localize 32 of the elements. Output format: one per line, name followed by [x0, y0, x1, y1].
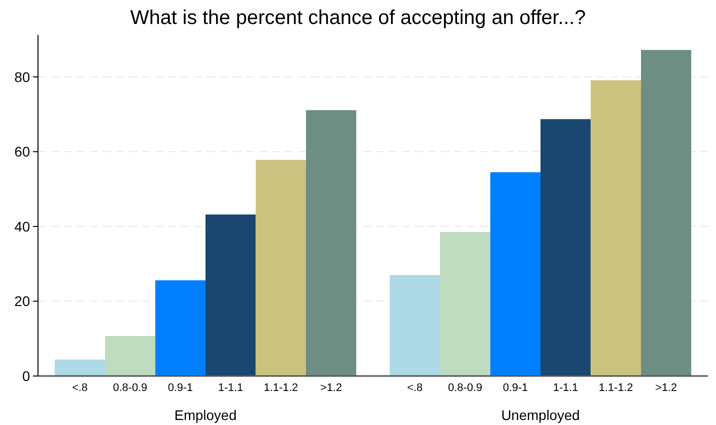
- bar: [641, 50, 692, 376]
- series-label: 0.9-1: [168, 382, 193, 394]
- text: 0.9-1: [502, 382, 528, 394]
- text: 0.8-0.9: [448, 382, 482, 394]
- series-label: 1-1.1: [218, 382, 244, 394]
- bar: [590, 80, 641, 376]
- bar: [155, 280, 206, 376]
- bar: [256, 160, 306, 376]
- text: <.8: [407, 382, 423, 394]
- bar: [306, 110, 356, 376]
- x-tick-label: Employed: [174, 407, 237, 423]
- bar: [54, 360, 105, 376]
- bar: [390, 275, 440, 376]
- x-tick-label: Unemployed: [501, 407, 580, 423]
- y-tick-label: 40: [14, 218, 30, 234]
- bar: [540, 119, 591, 376]
- series-label: <.8: [72, 382, 88, 394]
- bar: [105, 336, 156, 376]
- text: >1.2: [655, 382, 677, 394]
- series-label: 0.8-0.9: [113, 382, 148, 394]
- bar: [440, 232, 490, 376]
- chart-title: What is the percent chance of accepting an offer...?: [130, 7, 586, 29]
- y-tick-label: 60: [14, 144, 30, 160]
- bar: [490, 172, 540, 376]
- bar: [206, 214, 256, 376]
- text: 1-1.1: [553, 382, 578, 394]
- series-label: >1.2: [320, 382, 342, 394]
- y-tick-label: 80: [14, 68, 30, 85]
- series-label: 1.1-1.2: [264, 382, 298, 394]
- y-tick-label: 0: [22, 368, 30, 384]
- y-tick-label: 20: [14, 293, 30, 310]
- text: 1.1-1.2: [598, 382, 633, 394]
